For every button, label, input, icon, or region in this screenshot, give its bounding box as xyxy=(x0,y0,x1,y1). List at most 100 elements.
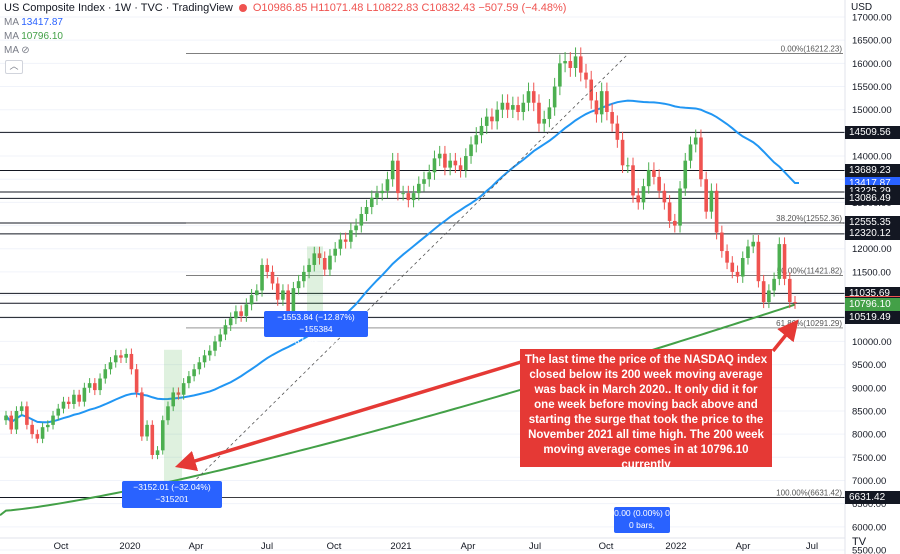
candle-body xyxy=(19,406,24,411)
candle-body xyxy=(782,244,787,279)
candle-body xyxy=(599,91,604,115)
candle-body xyxy=(761,281,766,303)
candle-body xyxy=(594,100,599,115)
candle-body xyxy=(187,376,191,384)
candle-body xyxy=(322,258,327,270)
measure-box-zero: 0.00 (0.00%) 0 0 bars, xyxy=(614,507,670,533)
candle-body xyxy=(772,278,776,291)
candle-body xyxy=(683,160,688,189)
candle-body xyxy=(25,406,29,425)
candle-body xyxy=(176,392,181,395)
ma-value-slow: 10796.10 xyxy=(21,31,63,42)
chart-grid xyxy=(0,16,845,551)
measure-shade xyxy=(307,246,323,318)
time-axis-label: Oct xyxy=(599,541,614,552)
candle-body xyxy=(228,318,233,326)
candle-body xyxy=(469,144,473,157)
price-axis-label: 6000.00 xyxy=(852,522,886,533)
candle-body xyxy=(740,258,745,277)
candle-body xyxy=(678,188,682,226)
fib-label: 38.20%(12552.36) xyxy=(776,214,842,223)
candle-body xyxy=(578,56,583,73)
candle-body xyxy=(735,271,740,277)
candle-body xyxy=(302,271,306,282)
measure-box-2020: −3152.01 (−32.04%) −315201 4 bars, 27d xyxy=(122,481,222,516)
candle-body xyxy=(547,107,552,119)
candle-body xyxy=(181,383,186,395)
candle-body xyxy=(751,241,755,247)
candle-body xyxy=(9,415,14,430)
candle-body xyxy=(98,378,102,391)
candle-body xyxy=(380,190,385,194)
candle-body xyxy=(14,410,19,430)
price-axis-label: 14000.00 xyxy=(852,152,892,163)
candle-body xyxy=(364,207,369,214)
candle-body xyxy=(103,369,108,379)
candle-body xyxy=(333,248,337,256)
currency-label[interactable]: USD xyxy=(851,2,873,13)
candle-body xyxy=(202,355,207,363)
chevron-up-icon[interactable]: ︿ xyxy=(5,60,23,74)
arrow-to-current xyxy=(771,319,799,353)
price-axis-label: 15500.00 xyxy=(852,82,892,93)
candle-body xyxy=(625,165,630,167)
candle-body xyxy=(714,190,719,233)
ma-legend-3[interactable]: MA ⊘ xyxy=(4,45,30,56)
candle-body xyxy=(693,137,698,145)
candle-body xyxy=(286,290,290,312)
chart-legend-header: US Composite Index · 1W · TVC · TradingV… xyxy=(4,2,566,14)
fib-label: 100.00%(6631.42) xyxy=(776,489,842,498)
candle-body xyxy=(145,424,149,437)
price-tag: 6631.42 xyxy=(845,491,900,505)
candle-body xyxy=(479,125,484,136)
ma-fast-line xyxy=(5,99,799,424)
candle-body xyxy=(406,193,411,201)
candle-body xyxy=(537,102,541,124)
fib-label: 50.00%(11421.82) xyxy=(777,267,843,276)
candle-body xyxy=(432,158,437,173)
candle-body xyxy=(171,392,176,407)
eye-off-icon[interactable]: ⊘ xyxy=(21,45,30,56)
market-status-icon xyxy=(238,4,247,12)
candle-body xyxy=(244,304,249,316)
candle-body xyxy=(558,63,562,87)
candle-body xyxy=(709,190,714,212)
candle-body xyxy=(72,394,76,405)
candle-body xyxy=(239,311,243,316)
candle-body xyxy=(328,255,332,270)
candle-body xyxy=(495,109,499,122)
price-axis-label: 8000.00 xyxy=(852,430,886,441)
candle-body xyxy=(265,264,270,272)
candle-body xyxy=(113,355,118,363)
candle-body xyxy=(296,281,301,289)
ma-legend-2[interactable]: MA 10796.10 xyxy=(4,31,63,42)
candle-body xyxy=(448,160,452,168)
candle-body xyxy=(453,160,458,166)
candle-body xyxy=(124,353,128,358)
candle-body xyxy=(46,424,50,428)
candle-body xyxy=(563,61,567,64)
symbol-title[interactable]: US Composite Index · 1W · TVC · TradingV… xyxy=(4,2,233,14)
candle-body xyxy=(307,264,311,272)
candle-body xyxy=(349,230,353,242)
candle-body xyxy=(312,253,317,265)
ma-legend-1[interactable]: MA 13417.87 xyxy=(4,17,63,28)
candle-body xyxy=(704,179,708,212)
candle-body xyxy=(155,450,160,455)
candle-body xyxy=(140,392,144,437)
time-axis-label: 2020 xyxy=(119,541,140,552)
candle-body xyxy=(646,169,651,187)
price-axis-label: 8500.00 xyxy=(852,406,886,417)
candle-body xyxy=(787,278,792,303)
candle-body xyxy=(443,153,447,168)
measure-shade xyxy=(164,349,182,497)
candle-body xyxy=(223,325,228,335)
candles xyxy=(4,47,797,460)
candle-body xyxy=(35,434,40,439)
candle-body xyxy=(652,169,656,177)
candle-body xyxy=(82,387,87,402)
candle-body xyxy=(474,135,479,145)
candle-body xyxy=(521,102,526,113)
fib-label: 0.00%(16212.23) xyxy=(781,45,843,54)
